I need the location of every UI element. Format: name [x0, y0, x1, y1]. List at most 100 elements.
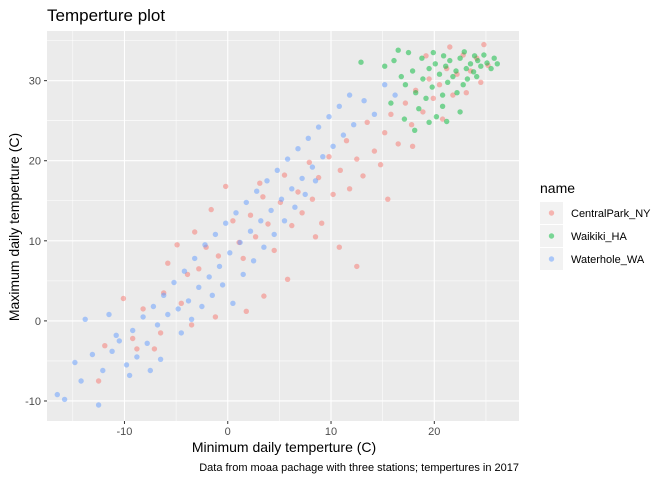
data-point [426, 119, 432, 126]
data-point [336, 244, 342, 250]
data-point [215, 253, 222, 259]
data-point [450, 73, 456, 80]
data-point [123, 362, 130, 368]
data-point [430, 95, 436, 102]
data-point [351, 122, 357, 128]
data-point [354, 263, 360, 270]
data-point [395, 141, 401, 147]
data-point [392, 92, 398, 98]
data-point [289, 222, 295, 229]
data-point [481, 41, 487, 48]
x-tick-label: 20 [428, 426, 440, 438]
data-point [95, 378, 102, 384]
data-point [268, 207, 274, 214]
data-point [165, 260, 171, 266]
y-axis-title: Maximum daily temperture (C) [6, 133, 22, 321]
data-point [299, 175, 305, 182]
data-point [343, 138, 350, 144]
data-point [237, 239, 243, 246]
data-point [412, 127, 418, 133]
data-point [429, 84, 435, 90]
data-point [475, 57, 481, 64]
data-point [206, 274, 212, 280]
data-point [463, 65, 469, 72]
data-point [247, 212, 254, 218]
data-point [309, 196, 316, 202]
data-point [274, 167, 280, 173]
data-point [457, 55, 463, 61]
data-point [478, 79, 484, 86]
data-point [178, 330, 184, 336]
data-point [196, 284, 202, 290]
data-point [82, 316, 88, 322]
legend: name CentralPark_NY Waikiki_HA Waterhole_W… [540, 180, 651, 270]
data-point [371, 148, 378, 154]
y-tick-label: -10 [25, 396, 41, 408]
series-centralpark-ny [95, 41, 491, 384]
data-point [161, 292, 167, 298]
data-point [233, 210, 239, 216]
data-point [382, 82, 388, 88]
data-point [284, 156, 291, 162]
data-point [401, 116, 408, 122]
data-point [436, 82, 443, 88]
data-point [461, 49, 467, 55]
data-point [271, 247, 277, 254]
data-point [426, 76, 432, 82]
data-point [250, 258, 257, 264]
data-point [212, 231, 219, 238]
legend-item-label: Waikiki_HA [571, 231, 627, 243]
data-point [470, 69, 477, 75]
data-point [252, 234, 259, 240]
data-point [265, 221, 271, 227]
data-point [113, 332, 119, 338]
data-point [247, 228, 254, 234]
data-point [264, 178, 270, 184]
data-point [258, 218, 264, 224]
data-point [463, 90, 469, 96]
data-point [192, 229, 198, 235]
data-point [254, 188, 260, 194]
data-point [382, 130, 388, 136]
data-point [426, 65, 432, 72]
legend-key-swatch [548, 210, 555, 216]
data-point [261, 244, 267, 250]
data-point [320, 154, 326, 160]
data-point [439, 92, 446, 98]
data-point [413, 90, 419, 96]
data-point [416, 106, 422, 112]
data-point [371, 111, 378, 118]
data-point [281, 172, 288, 178]
data-point [382, 63, 388, 69]
data-point [196, 266, 202, 272]
data-point [340, 132, 347, 138]
data-point [491, 55, 497, 61]
data-point [175, 306, 181, 312]
data-point [326, 154, 332, 160]
data-point [454, 90, 460, 96]
data-point [391, 57, 397, 64]
series-waterhole-wa [54, 82, 398, 408]
data-point [440, 53, 447, 59]
data-point [281, 218, 288, 224]
data-point [484, 60, 490, 66]
data-point [165, 311, 171, 318]
data-point [147, 367, 153, 374]
series-waikiki-ha [358, 47, 500, 133]
data-point [439, 116, 446, 122]
data-point [388, 111, 394, 118]
data-point [185, 298, 192, 304]
data-point [219, 282, 226, 288]
x-tick-label: -10 [117, 426, 133, 438]
data-point [181, 268, 188, 274]
data-point [223, 183, 229, 190]
data-point [178, 300, 184, 306]
legend-key-swatch [548, 256, 555, 262]
data-point [243, 199, 249, 206]
data-point [360, 173, 366, 179]
data-point [223, 220, 229, 226]
data-point [336, 103, 342, 110]
data-point [240, 271, 246, 278]
